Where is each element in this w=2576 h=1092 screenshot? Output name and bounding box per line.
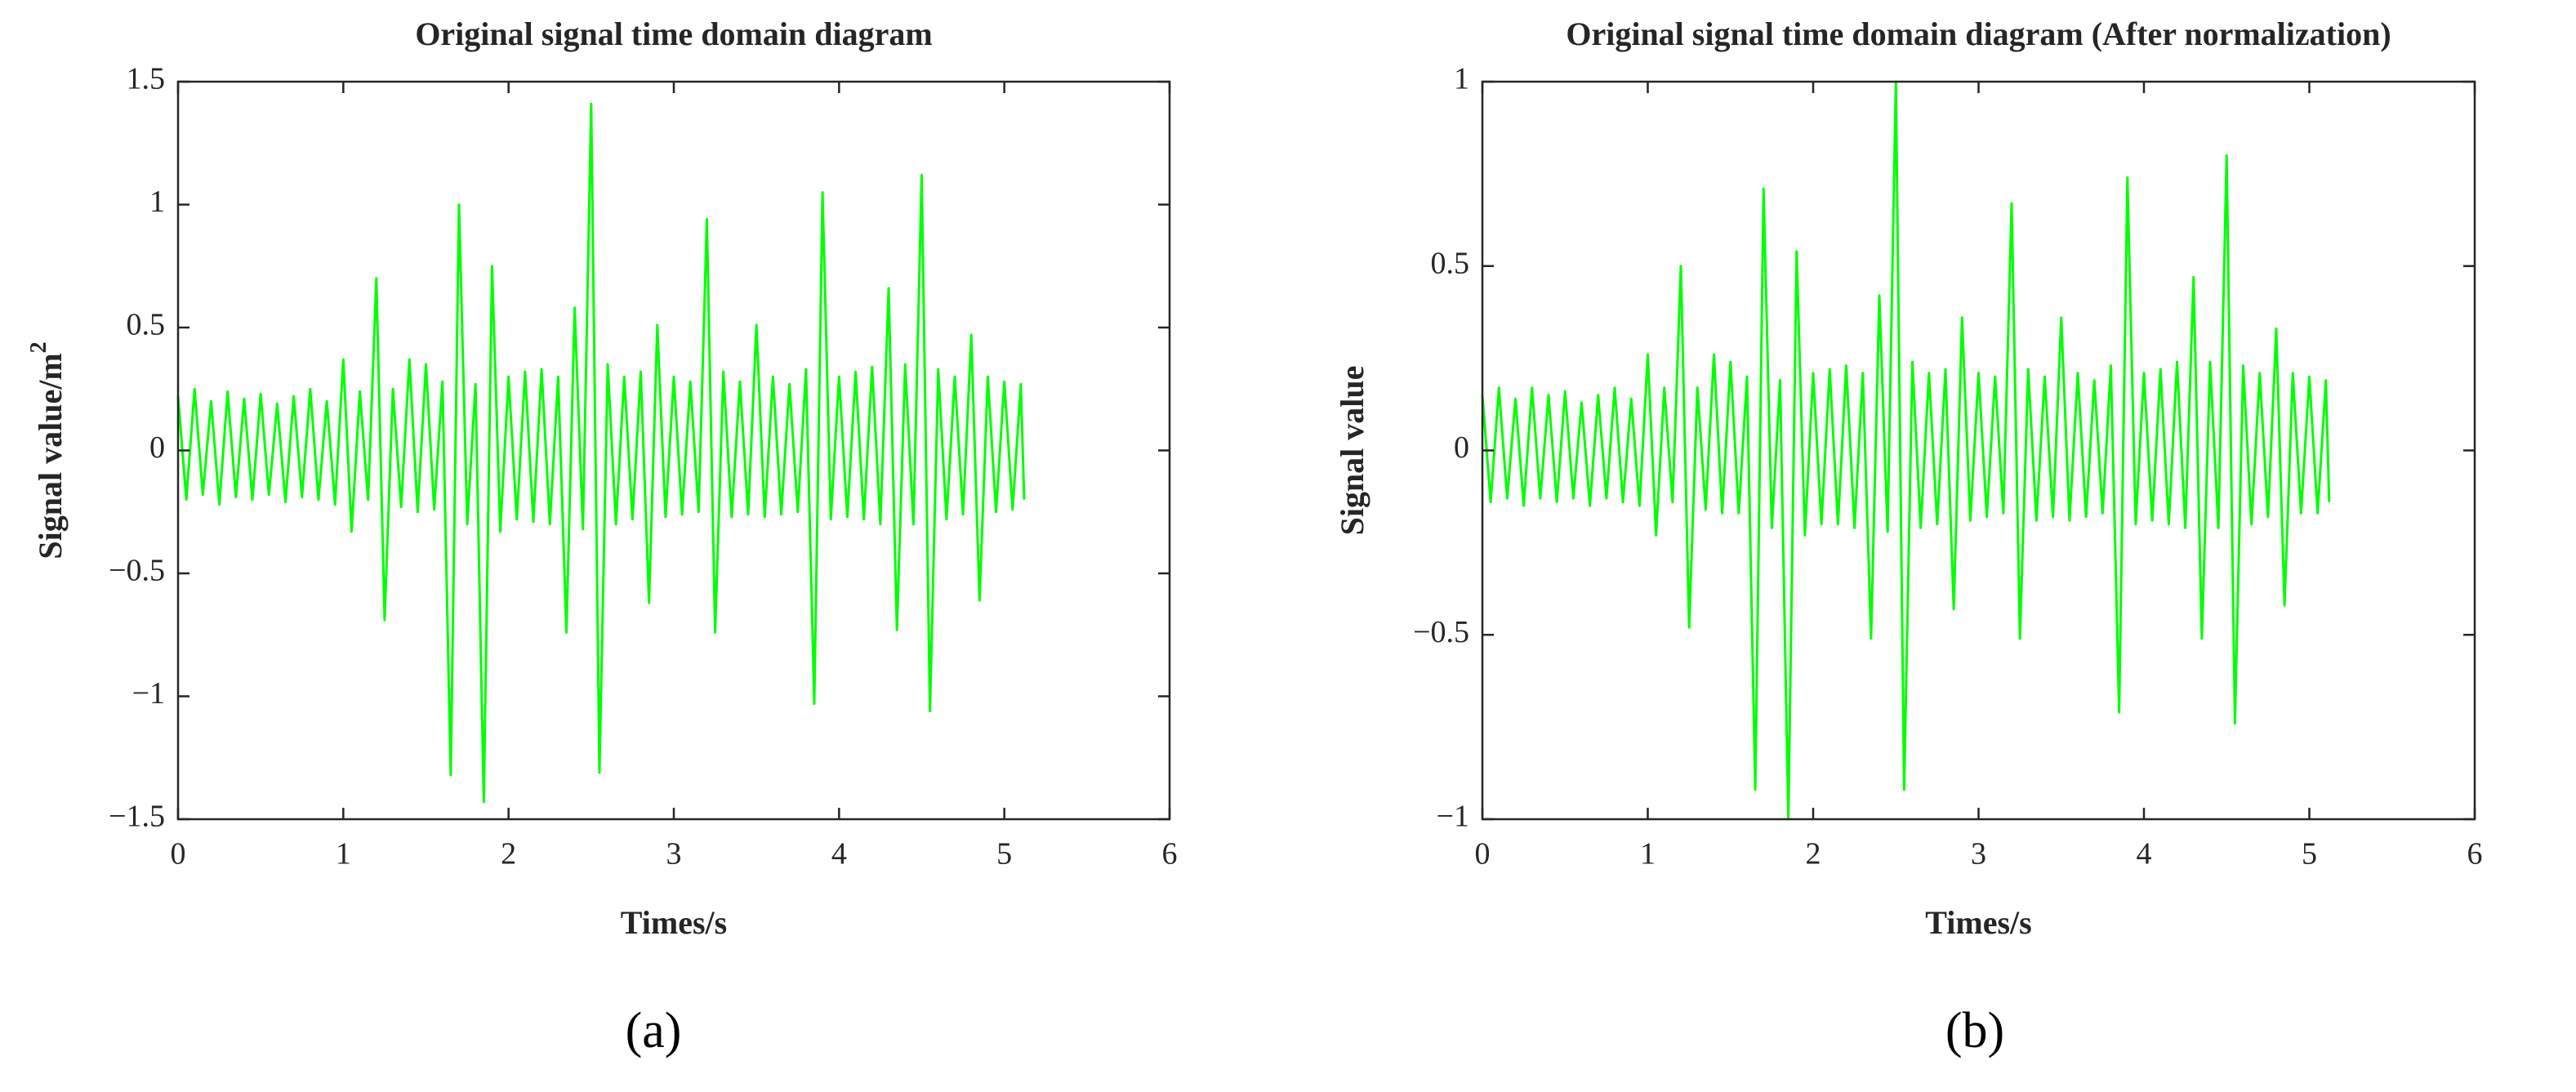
chart-title: Original signal time domain diagram (415, 16, 932, 52)
y-axis-label-superscript: 2 (26, 341, 51, 353)
x-tick-label: 6 (1162, 837, 1178, 871)
x-tick-label: 0 (171, 837, 186, 871)
x-tick-label: 4 (831, 837, 847, 871)
y-tick-label: −0.5 (1413, 615, 1469, 649)
x-tick-label: 2 (501, 837, 516, 871)
chart: Original signal time domain diagram Times… (26, 16, 1177, 1059)
y-tick-label: 1 (1454, 62, 1469, 96)
signal-line (1481, 80, 2331, 821)
y-axis-label-text: Signal value (1334, 366, 1370, 536)
x-tick-label: 3 (666, 837, 682, 871)
x-tick-label: 0 (1475, 837, 1491, 871)
y-tick-label: −1 (1437, 800, 1469, 834)
y-tick-label: 0 (1454, 430, 1469, 465)
y-tick-label: −0.5 (109, 554, 165, 588)
x-tick-label: 5 (996, 837, 1012, 871)
x-tick-label: 5 (2302, 837, 2317, 871)
y-tick-label: 0.5 (1431, 246, 1470, 280)
panel-label: (b) (1945, 1003, 2004, 1059)
plot-frame (176, 80, 1171, 821)
x-tick-label: 6 (2467, 837, 2483, 871)
x-tick-label: 3 (1971, 837, 1986, 871)
x-axis-label: Times/s (1925, 904, 2031, 941)
y-axis-label-text: Signal value/m (32, 353, 69, 559)
chart: Original signal time domain diagram (Aft… (1334, 16, 2482, 1059)
x-axis-label: Times/s (621, 904, 727, 941)
x-tick-label: 2 (1806, 837, 1821, 871)
y-tick-label: 0 (149, 430, 165, 465)
panel-label: (a) (626, 1003, 682, 1059)
y-tick-label: 1 (149, 185, 165, 219)
y-tick-label: 0.5 (127, 308, 166, 342)
y-axis-label: Signal value/m2 (26, 341, 69, 559)
y-axis-label: Signal value (1334, 366, 1370, 536)
signal-line (176, 102, 1026, 804)
y-tick-label: −1 (132, 676, 165, 711)
y-tick-label: 1.5 (127, 62, 166, 96)
x-tick-label: 1 (1640, 837, 1656, 871)
chart-title: Original signal time domain diagram (Aft… (1566, 16, 2391, 52)
x-tick-label: 1 (336, 837, 351, 871)
y-tick-label: −1.5 (109, 800, 165, 834)
plot-frame (1481, 80, 2476, 821)
x-tick-label: 4 (2137, 837, 2152, 871)
